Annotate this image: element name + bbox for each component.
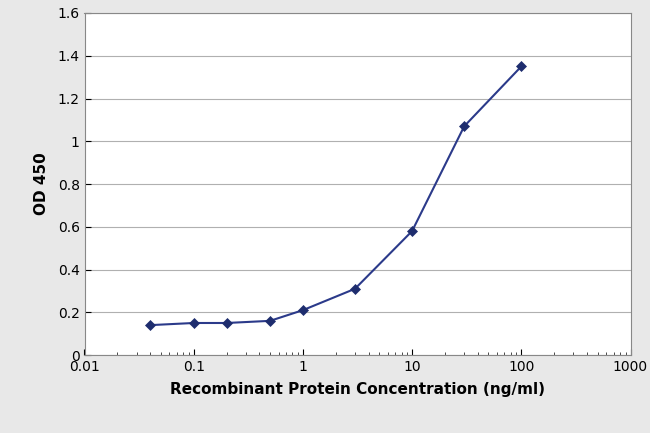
Y-axis label: OD 450: OD 450 bbox=[34, 153, 49, 215]
X-axis label: Recombinant Protein Concentration (ng/ml): Recombinant Protein Concentration (ng/ml… bbox=[170, 382, 545, 397]
